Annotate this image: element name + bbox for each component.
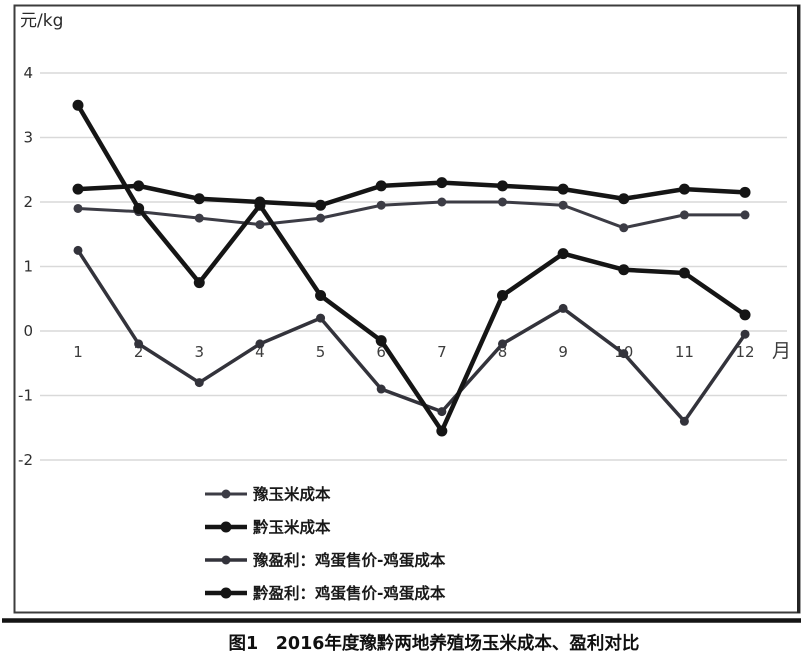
y-tick-label: -1 (18, 387, 33, 405)
y-tick-label: 1 (23, 258, 33, 276)
y-tick-label: -2 (18, 451, 33, 469)
data-point (316, 313, 326, 323)
data-point (437, 197, 447, 207)
legend-item: 黔玉米成本 (205, 518, 331, 537)
data-point (73, 245, 83, 255)
data-point (497, 197, 507, 207)
legend-item: 豫玉米成本 (205, 485, 331, 504)
x-tick-label: 7 (437, 343, 447, 361)
x-tick-label: 12 (735, 343, 754, 361)
x-tick-label: 3 (195, 343, 205, 361)
data-point (376, 200, 386, 210)
data-point (73, 203, 83, 213)
x-tick-label: 5 (316, 343, 326, 361)
figure-frame (13, 4, 801, 614)
data-point (679, 210, 689, 220)
data-point (316, 213, 326, 223)
series-line-0 (76, 200, 747, 230)
data-point (678, 267, 690, 279)
data-point (618, 193, 630, 205)
data-point (193, 277, 205, 289)
data-point (436, 425, 448, 437)
y-tick-label: 0 (23, 322, 33, 340)
x-tick-label: 1 (73, 343, 83, 361)
x-tick-label: 2 (134, 343, 144, 361)
series-line-1 (75, 180, 748, 208)
data-point (194, 213, 204, 223)
data-point (497, 339, 507, 349)
legend-marker (221, 555, 231, 565)
x-tick-label: 6 (376, 343, 386, 361)
legend-marker (220, 587, 232, 599)
data-point (496, 180, 508, 192)
data-point (496, 290, 508, 302)
series-line-3 (75, 103, 748, 434)
data-point (740, 329, 750, 339)
data-point (315, 199, 327, 211)
data-point (619, 223, 629, 233)
data-point (376, 384, 386, 394)
legend-marker (220, 521, 232, 533)
legend-label: 黔盈利：鸡蛋售价-鸡蛋成本 (253, 584, 446, 603)
data-point (315, 290, 327, 302)
data-point (375, 180, 387, 192)
data-point (557, 183, 569, 195)
data-point (739, 309, 751, 321)
y-axis-unit-label: 元/kg (20, 11, 63, 31)
data-point (255, 339, 265, 349)
x-tick-label: 11 (675, 343, 694, 361)
data-point (375, 335, 387, 347)
data-point (739, 186, 751, 198)
data-point (134, 339, 144, 349)
data-point (194, 378, 204, 388)
legend-item: 黔盈利：鸡蛋售价-鸡蛋成本 (205, 584, 446, 603)
data-point (254, 199, 266, 211)
data-point (558, 303, 568, 313)
y-tick-label: 3 (23, 129, 33, 147)
data-point (557, 248, 569, 260)
data-point (133, 180, 145, 192)
legend-item: 豫盈利：鸡蛋售价-鸡蛋成本 (205, 551, 446, 570)
y-tick-label: 2 (23, 193, 33, 211)
data-point (558, 200, 568, 210)
data-point (619, 349, 629, 359)
data-point (740, 210, 750, 220)
figure-caption: 图1 2016年度豫黔两地养殖场玉米成本、盈利对比 (229, 633, 640, 654)
plot-area: 43210-1-2123456789101112豫玉米成本黔玉米成本豫盈利：鸡蛋… (18, 64, 787, 603)
data-point (72, 99, 84, 111)
x-tick-label: 9 (558, 343, 568, 361)
data-point (437, 407, 447, 417)
x-tick-label: 8 (498, 343, 508, 361)
x-axis-unit-label: 月 (772, 340, 791, 362)
legend-marker (221, 489, 231, 499)
data-point (678, 183, 690, 195)
data-point (133, 202, 145, 214)
data-point (255, 220, 265, 230)
y-tick-label: 4 (23, 64, 33, 82)
legend-label: 黔玉米成本 (253, 518, 331, 537)
data-point (436, 177, 448, 189)
data-point (72, 183, 84, 195)
data-point (193, 193, 205, 205)
data-point (679, 416, 689, 426)
x-tick-label: 4 (255, 343, 265, 361)
series-line-2 (76, 248, 747, 424)
legend-label: 豫玉米成本 (253, 485, 331, 504)
data-point (618, 264, 630, 276)
legend-label: 豫盈利：鸡蛋售价-鸡蛋成本 (253, 551, 446, 570)
